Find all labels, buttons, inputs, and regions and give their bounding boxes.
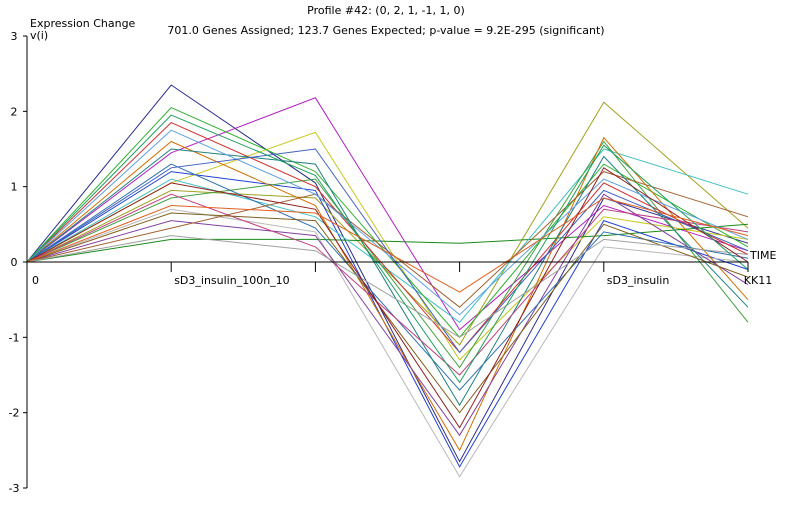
series-line (26, 148, 749, 354)
series-layer (26, 84, 749, 478)
x-tick-label: KK11 (744, 274, 772, 287)
series-line (26, 193, 749, 437)
x-axis-label: TIME (749, 249, 776, 262)
series-line (26, 101, 749, 346)
series-line (26, 148, 749, 407)
y-tick-label: -1 (9, 331, 20, 344)
x-tick-label: sD3_insulin (607, 274, 670, 287)
series-line (26, 212, 749, 414)
series-line (26, 163, 749, 391)
series-line (26, 223, 749, 263)
series-line (26, 197, 749, 293)
y-axis-label: Expression Change (30, 17, 136, 30)
axes-layer: 3 2 1 0 -1 -2 -3 0 sD3_insulin_100n_10 sD3_insuli… (9, 30, 773, 495)
series-line (26, 235, 749, 338)
series-line (26, 140, 749, 369)
y-tick-label: 0 (11, 256, 18, 269)
series-line (26, 167, 749, 429)
series-line (26, 84, 749, 463)
series-line (26, 131, 749, 361)
x-tick-label: sD3_insulin_100n_10 (174, 274, 289, 287)
y-tick-label: 2 (11, 105, 18, 118)
chart-subtitle: 701.0 Genes Assigned; 123.7 Genes Expect… (167, 24, 604, 37)
y-tick-label: -2 (9, 407, 20, 420)
series-line (26, 208, 749, 478)
series-line (26, 114, 749, 384)
series-line (26, 129, 749, 316)
chart-title: Profile #42: (0, 2, 1, -1, 1, 0) (307, 4, 465, 17)
y-tick-label: -3 (9, 482, 20, 495)
series-line (26, 193, 749, 376)
series-line (26, 148, 749, 323)
y-tick-label: 1 (11, 181, 18, 194)
x-tick-label: 0 (32, 274, 39, 287)
series-line (26, 122, 749, 354)
y-tick-label: 3 (11, 30, 18, 43)
y-axis-label-sub: v(i) (30, 29, 48, 42)
series-line (26, 136, 749, 452)
